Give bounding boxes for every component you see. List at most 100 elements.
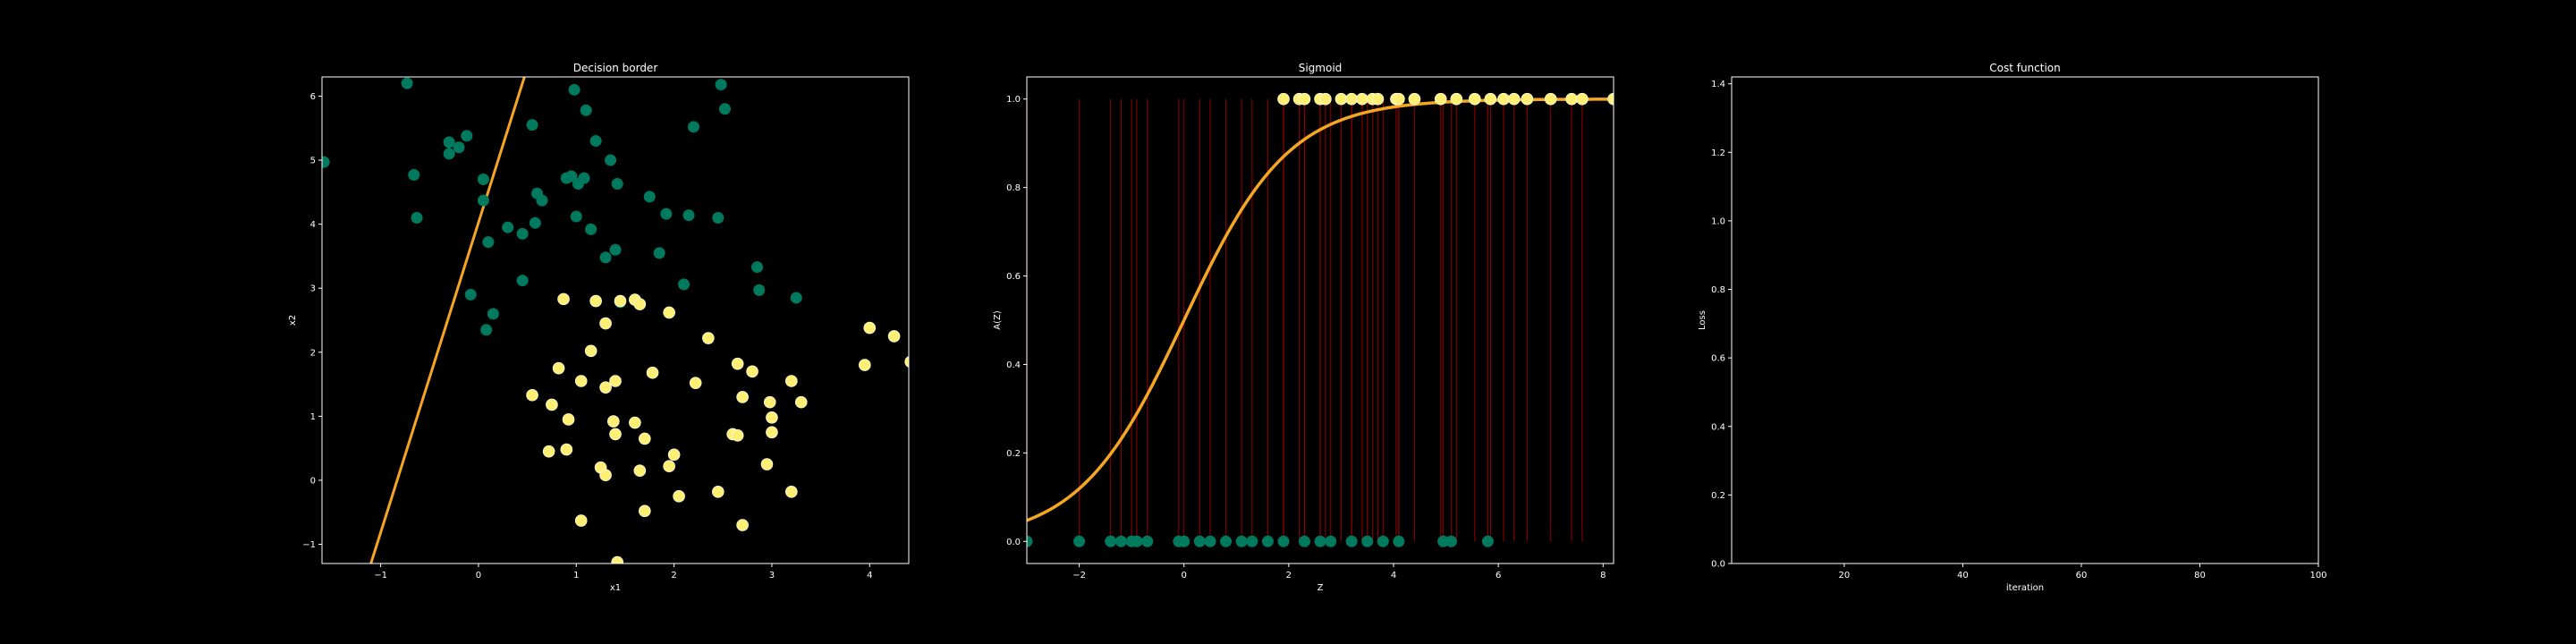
class1-point — [784, 375, 798, 387]
class1-point — [557, 292, 570, 306]
class0-point — [461, 130, 473, 142]
cost-function-xlabel: iteration — [2006, 583, 2044, 593]
decision-border-xtick-label: 1 — [573, 571, 579, 580]
class1-point — [667, 448, 681, 462]
cost-function-ytick-label: 1.0 — [1711, 216, 1725, 226]
class1-point — [1408, 92, 1421, 106]
decision-line — [369, 77, 526, 564]
class1-point — [887, 330, 901, 343]
class1-point — [760, 458, 774, 470]
class0-point — [526, 119, 538, 131]
sigmoid-xtick-label: 6 — [1496, 571, 1501, 580]
decision-border-ylabel: x2 — [288, 315, 298, 326]
class0-point — [1361, 535, 1374, 547]
class1-point — [1298, 92, 1311, 106]
decision-border-ytick-label: 1 — [310, 412, 316, 422]
class1-point — [599, 317, 612, 330]
class1-point — [1468, 92, 1481, 106]
class0-point — [1105, 535, 1117, 547]
class0-point — [502, 221, 514, 233]
class1-point — [766, 411, 778, 424]
sigmoid-ytick-label: 0.8 — [1006, 183, 1021, 193]
class1-point — [589, 294, 602, 308]
class0-point — [1314, 535, 1326, 547]
class0-point — [609, 243, 622, 256]
class0-point — [1141, 535, 1154, 547]
class1-point — [1484, 92, 1497, 106]
cost-function-panel: Cost function iteration Loss 20 40 60 80 100… — [1698, 62, 2327, 593]
class0-point — [653, 247, 665, 259]
cost-function-ytick-label: 1.4 — [1711, 80, 1725, 89]
decision-border-plot-area — [322, 77, 909, 564]
class0-point — [578, 172, 590, 184]
class1-point — [663, 306, 675, 319]
class1-point — [638, 432, 651, 445]
class0-point — [611, 178, 623, 191]
class1-point — [574, 375, 588, 387]
class0-point — [1235, 535, 1248, 547]
class0-point — [1114, 535, 1127, 547]
class0-point — [1377, 535, 1389, 547]
class1-point — [526, 388, 538, 402]
class1-point — [711, 486, 724, 498]
class0-point — [715, 79, 727, 91]
sigmoid-ytick-label: 0.2 — [1006, 449, 1021, 459]
class0-point — [536, 194, 548, 207]
decision-border-xtick-label: 3 — [769, 571, 775, 580]
class1-point — [611, 555, 623, 564]
class0-point — [1246, 535, 1258, 547]
class1-point — [663, 460, 675, 473]
class1-point — [736, 519, 749, 531]
class1-point — [1371, 92, 1385, 106]
class0-point — [687, 121, 699, 133]
class0-point — [516, 227, 529, 240]
class0-point — [1445, 535, 1457, 547]
class0-point — [1178, 535, 1191, 547]
sigmoid-title: Sigmoid — [1299, 62, 1343, 74]
class0-point — [589, 135, 602, 148]
class1-point — [599, 381, 612, 394]
class1-point — [858, 359, 871, 371]
class1-point — [609, 375, 622, 387]
class0-point — [1220, 535, 1233, 547]
class1-point — [646, 366, 659, 379]
class0-point — [790, 292, 802, 304]
sigmoid-xtick-label: 2 — [1286, 571, 1292, 580]
cost-function-ytick-label: 0.6 — [1711, 354, 1725, 364]
class0-point — [660, 208, 673, 220]
class0-point — [1027, 535, 1033, 547]
class1-point — [1576, 92, 1589, 106]
class0-point — [408, 169, 420, 182]
cost-function-ytick-label: 0.0 — [1711, 560, 1725, 570]
decision-border-ytick-label: 2 — [310, 348, 316, 358]
class0-point — [480, 324, 493, 336]
decision-border-ytick-label: 3 — [310, 284, 316, 294]
sigmoid-ylabel: A(Z) — [993, 310, 1003, 330]
cost-function-title: Cost function — [1989, 62, 2061, 74]
class1-point — [552, 361, 565, 375]
class0-point — [322, 156, 330, 168]
class1-point — [562, 413, 575, 426]
class1-point — [638, 504, 651, 518]
class0-point — [477, 174, 489, 186]
class1-point — [629, 416, 641, 429]
class1-point — [1565, 92, 1578, 106]
class0-point — [443, 148, 455, 160]
class1-point — [599, 469, 612, 482]
class1-point — [746, 365, 758, 378]
class0-point — [1481, 535, 1494, 547]
class0-point — [401, 77, 413, 89]
class0-point — [529, 216, 541, 229]
cost-function-ytick-label: 0.2 — [1711, 491, 1725, 501]
cost-function-xtick-label: 60 — [2076, 571, 2088, 580]
class1-point — [763, 395, 776, 409]
class0-point — [411, 211, 423, 224]
class1-point — [794, 395, 808, 409]
class1-point — [766, 426, 778, 439]
class1-point — [1497, 92, 1510, 106]
class0-point — [477, 194, 489, 207]
class1-point — [1450, 92, 1463, 106]
class0-point — [682, 209, 695, 222]
class0-point — [1193, 535, 1206, 547]
